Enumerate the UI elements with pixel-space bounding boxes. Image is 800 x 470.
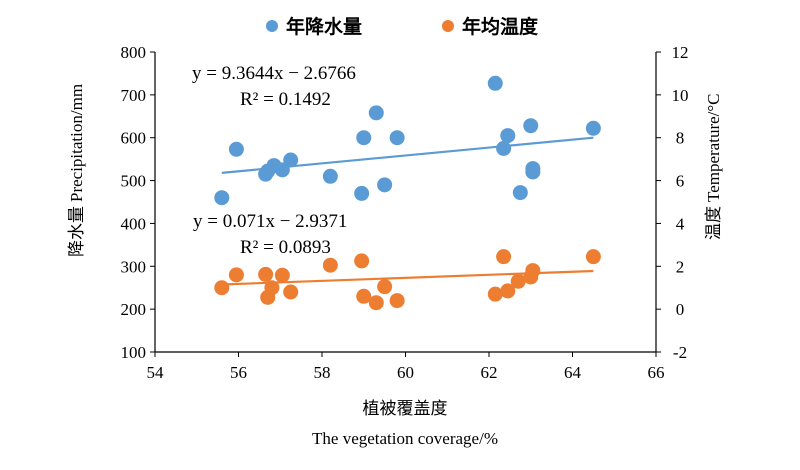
point-temperature [322,257,338,273]
point-precipitation [512,185,528,201]
right-axis-title-en: Temperature/°C [704,93,723,202]
y-left-tick-label: 700 [121,86,147,105]
point-precipitation [368,105,384,121]
equation-temperature: y = 0.071x − 2.9371 [193,211,347,232]
left-axis-title-cn: 降水量 [67,206,87,257]
tick-labels: 54 56 58 60 62 64 66100200300400500600700800-2… [121,43,689,382]
point-precipitation [377,177,393,193]
legend: 年降水量 年均温度 [266,15,539,38]
point-temperature [274,267,290,283]
point-temperature [214,280,230,296]
point-temperature [264,280,280,296]
point-temperature [389,293,405,309]
point-temperature [377,279,393,295]
y-right-tick-label: 10 [672,86,689,105]
y-right-tick-label: 12 [672,43,689,62]
x-tick-label: 66 [648,363,665,382]
legend-marker-temperature [442,20,454,32]
y-right-tick-label: 6 [676,172,685,191]
y-left-tick-label: 100 [121,343,147,362]
point-temperature [487,286,503,302]
y-left-tick-label: 600 [121,129,147,148]
y-right-tick-label: 0 [676,300,685,319]
point-precipitation [274,162,290,178]
point-temperature [356,288,372,304]
point-temperature [496,249,512,265]
y-left-tick-label: 200 [121,300,147,319]
equation-precipitation: y = 9.3644x − 2.6766 [192,63,356,84]
legend-marker-precipitation [266,20,278,32]
point-precipitation [500,128,516,144]
point-temperature [525,263,541,279]
y-right-tick-label: -2 [673,343,687,362]
point-temperature [228,267,244,283]
x-axis-title-en: The vegetation coverage/% [312,429,498,448]
point-temperature [368,295,384,311]
right-axis-title-cn: 温度 [704,206,724,240]
y-left-tick-label: 500 [121,172,147,191]
point-precipitation [322,168,338,184]
y-right-tick-label: 2 [676,257,685,276]
axes [154,52,657,353]
point-temperature [510,273,526,289]
y-right-tick-label: 4 [676,214,685,233]
point-precipitation [214,190,230,206]
x-tick-label: 60 [397,363,414,382]
x-tick-label: 56 [230,363,247,382]
left-axis-title-en: Precipitation/mm [67,84,86,202]
point-precipitation [283,152,299,168]
point-precipitation [585,120,601,136]
x-tick-label: 54 [147,363,165,382]
y-left-tick-label: 800 [121,43,147,62]
point-precipitation [228,141,244,157]
point-precipitation [487,75,503,91]
x-tick-label: 64 [564,363,582,382]
x-axis-title-cn: 植被覆盖度 [363,399,448,419]
x-tick-label: 62 [481,363,498,382]
point-temperature [354,253,370,269]
data-points [214,75,601,311]
right-axis-title: 温度 Temperature/°C [704,93,724,240]
point-temperature [258,266,274,282]
x-tick-label: 58 [314,363,331,382]
legend-label-temperature: 年均温度 [462,15,539,38]
left-axis-title: 降水量 Precipitation/mm [67,84,87,257]
point-precipitation [496,140,512,156]
point-precipitation [354,185,370,201]
point-temperature [283,284,299,300]
point-precipitation [525,161,541,177]
legend-label-precipitation: 年降水量 [286,15,362,38]
r2-precipitation: R² = 0.1492 [240,89,331,110]
y-left-tick-label: 400 [121,214,147,233]
point-precipitation [389,130,405,146]
point-temperature [585,249,601,265]
point-temperature [500,283,516,299]
point-precipitation [356,130,372,146]
r2-temperature: R² = 0.0893 [240,237,331,258]
point-precipitation [523,118,539,134]
y-left-tick-label: 300 [121,257,147,276]
y-right-tick-label: 8 [676,129,685,148]
